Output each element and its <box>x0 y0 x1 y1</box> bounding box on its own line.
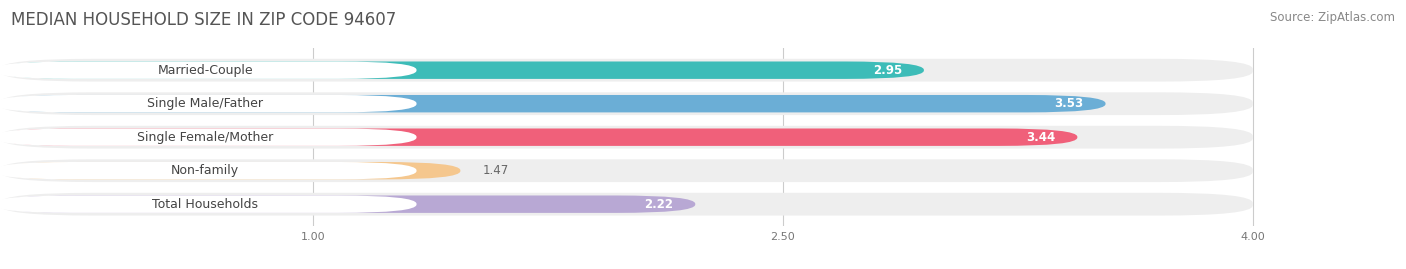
FancyBboxPatch shape <box>0 196 416 213</box>
Text: 3.53: 3.53 <box>1054 97 1084 110</box>
Text: 1.47: 1.47 <box>482 164 509 177</box>
Text: 2.95: 2.95 <box>873 64 903 77</box>
Text: 3.44: 3.44 <box>1026 131 1056 144</box>
Text: Single Male/Father: Single Male/Father <box>148 97 263 110</box>
Text: Married-Couple: Married-Couple <box>157 64 253 77</box>
FancyBboxPatch shape <box>0 193 1253 215</box>
FancyBboxPatch shape <box>0 92 1253 115</box>
Text: Single Female/Mother: Single Female/Mother <box>136 131 273 144</box>
FancyBboxPatch shape <box>0 129 1077 146</box>
FancyBboxPatch shape <box>0 95 416 112</box>
FancyBboxPatch shape <box>0 126 1253 148</box>
FancyBboxPatch shape <box>0 159 1253 182</box>
FancyBboxPatch shape <box>0 62 924 79</box>
Text: MEDIAN HOUSEHOLD SIZE IN ZIP CODE 94607: MEDIAN HOUSEHOLD SIZE IN ZIP CODE 94607 <box>11 11 396 29</box>
FancyBboxPatch shape <box>0 129 416 146</box>
FancyBboxPatch shape <box>0 196 696 213</box>
FancyBboxPatch shape <box>0 95 1105 112</box>
Text: Total Households: Total Households <box>152 198 259 211</box>
FancyBboxPatch shape <box>0 162 416 179</box>
Text: Non-family: Non-family <box>172 164 239 177</box>
Text: 2.22: 2.22 <box>644 198 673 211</box>
FancyBboxPatch shape <box>0 59 1253 82</box>
FancyBboxPatch shape <box>0 62 416 79</box>
Text: Source: ZipAtlas.com: Source: ZipAtlas.com <box>1270 11 1395 24</box>
FancyBboxPatch shape <box>0 162 460 179</box>
